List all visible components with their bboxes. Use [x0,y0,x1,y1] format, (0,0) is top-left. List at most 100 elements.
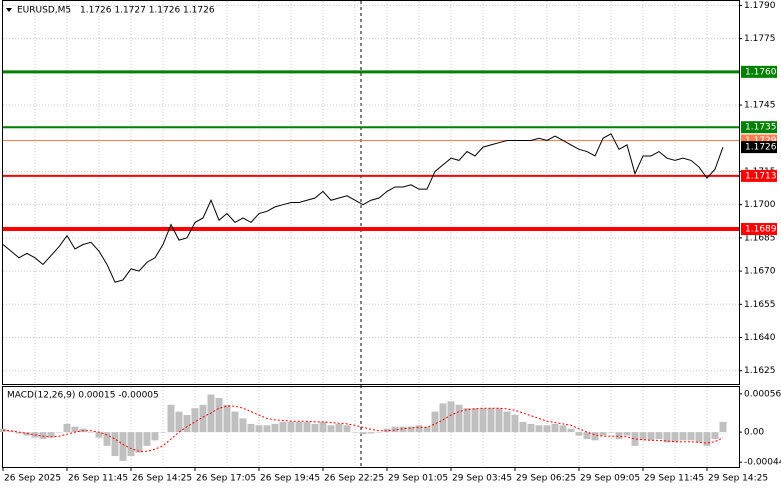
y-tick-label: 1.1790 [744,1,776,11]
macd-bar [607,432,615,433]
macd-bar [671,432,679,443]
macd-bar [695,432,703,443]
macd-bar [551,423,559,433]
macd-bar [631,432,639,446]
macd-bar [567,428,575,433]
level-label-box [741,65,777,78]
macd-bar [71,426,79,433]
x-tick-label: 26 Sep 22:25 [324,474,384,484]
macd-bar [711,432,719,439]
macd-bar [487,408,495,433]
macd-bar [319,421,327,433]
macd-bar [343,425,351,433]
macd-bar [287,421,295,433]
macd-bar [231,411,239,433]
macd-bar [447,401,455,433]
macd-bar [111,432,119,457]
macd-bar [295,421,303,433]
level-label: 1.1689 [745,225,777,235]
macd-bar [87,432,95,433]
x-tick-label: 26 Sep 19:45 [260,474,320,484]
macd-bar [575,432,583,436]
macd-bar [423,426,431,433]
macd-bar [223,404,231,433]
macd-bar [359,432,367,435]
macd-bar [455,404,463,433]
macd-bar [183,415,191,433]
x-tick-label: 29 Sep 14:25 [708,474,768,484]
symbol-arrow [6,8,12,12]
x-tick-label: 26 Sep 11:45 [68,474,128,484]
macd-bar [471,408,479,433]
level-label: 1.1760 [745,67,777,77]
macd-bar [39,432,47,439]
macd-bar [399,426,407,433]
macd-bar [15,432,23,434]
macd-bar [687,432,695,441]
macd-bar [439,403,447,433]
y-tick-label: 1.1745 [744,101,776,111]
y-tick-label: 1.1640 [744,333,776,343]
macd-bar [127,432,135,457]
macd-bar [495,408,503,433]
macd-bar [663,432,671,443]
macd-bar [503,411,511,433]
macd-bar [383,428,391,433]
macd-bar [7,430,15,433]
macd-bar [415,425,423,433]
price-line [2,133,724,283]
y-tick-label: 0.00056 [744,389,781,399]
macd-bar [351,432,359,433]
macd-bar [247,423,255,433]
y-tick-label: 1.1685 [744,233,776,243]
indicator-label: MACD(12,26,9) 0.00015 -0.00005 [7,391,159,401]
macd-bar [703,432,711,446]
macd-bar [679,432,687,441]
macd-bar [511,415,519,433]
macd-bar [583,432,591,439]
x-tick-label: 26 Sep 17:05 [196,474,256,484]
last-price-box [741,141,777,154]
macd-bar [95,432,103,438]
level-label: 1.1735 [745,123,777,133]
y-tick-label: -0.00044 [744,458,781,468]
level-label: 1.1713 [745,171,777,181]
macd-bar [175,411,183,433]
macd-bar [591,432,599,441]
macd-bar [55,432,63,433]
macd-bar [103,432,111,446]
macd-bar [255,425,263,433]
macd-bar [199,404,207,433]
macd-bar [135,432,143,453]
macd-bar [639,432,647,441]
y-tick-label: 1.1625 [744,366,776,376]
level-label-box [741,121,777,134]
macd-bar [543,425,551,433]
macd-bar [599,432,607,436]
macd-bar [391,426,399,433]
level-label-box [741,223,777,236]
macd-bar [431,411,439,433]
x-tick-label: 29 Sep 03:45 [452,474,512,484]
macd-bar [63,423,71,433]
macd-bar [279,421,287,433]
macd-bar [655,432,663,439]
macd-bar [559,425,567,433]
y-tick-label: 1.1655 [744,300,776,310]
macd-bar [159,432,167,433]
macd-bar [303,421,311,433]
y-tick-label: 0.00 [744,428,764,438]
x-tick-label: 29 Sep 06:25 [516,474,576,484]
macd-bar [623,432,631,436]
y-tick-label: 1.1775 [744,34,776,44]
last-price-label: 1.1726 [745,143,777,153]
x-tick-label: 29 Sep 11:45 [644,474,704,484]
signal-line [2,405,724,452]
level-label: 1.1729 [745,136,777,146]
chart-title: EURUSD,M5 [17,6,71,16]
x-tick-label: 26 Sep 14:25 [132,474,192,484]
macd-bar [615,432,623,439]
x-tick-label: 26 Sep 2025 [4,474,61,484]
